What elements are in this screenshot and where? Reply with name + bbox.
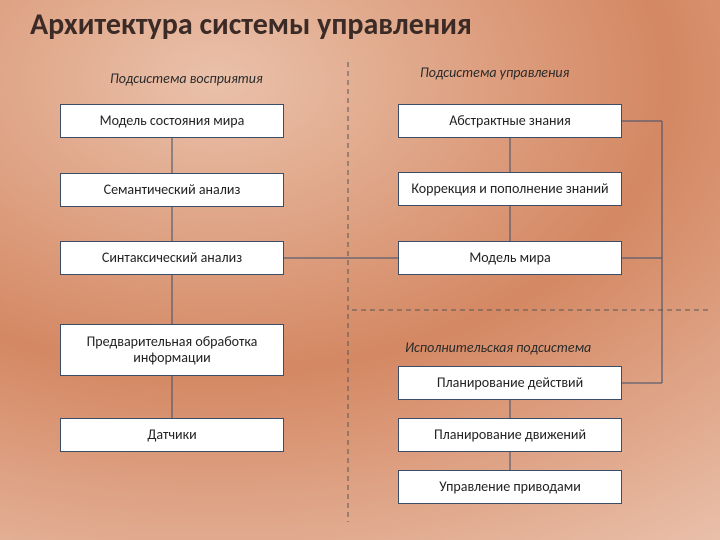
node-actuators: Управление приводами [398,470,622,504]
page-title: Архитектура системы управления [30,6,472,43]
section-perception: Подсистема восприятия [110,70,263,87]
node-world-model: Модель мира [398,241,622,275]
node-correction: Коррекция и пополнение знаний [398,172,622,206]
node-preproc: Предварительная обработка информации [60,324,284,376]
section-control: Подсистема управления [420,64,569,81]
node-plan-move: Планирование движений [398,418,622,452]
node-abstract: Абстрактные знания [398,104,622,138]
node-syntax: Синтаксический анализ [60,241,284,275]
node-sensors: Датчики [60,418,284,452]
section-executive: Исполнительская подсистема [405,339,591,356]
node-world-state: Модель состояния мира [60,104,284,138]
slide: Архитектура системы управления Подсистем… [0,0,720,540]
node-plan-act: Планирование действий [398,366,622,400]
node-semantic: Семантический анализ [60,173,284,207]
